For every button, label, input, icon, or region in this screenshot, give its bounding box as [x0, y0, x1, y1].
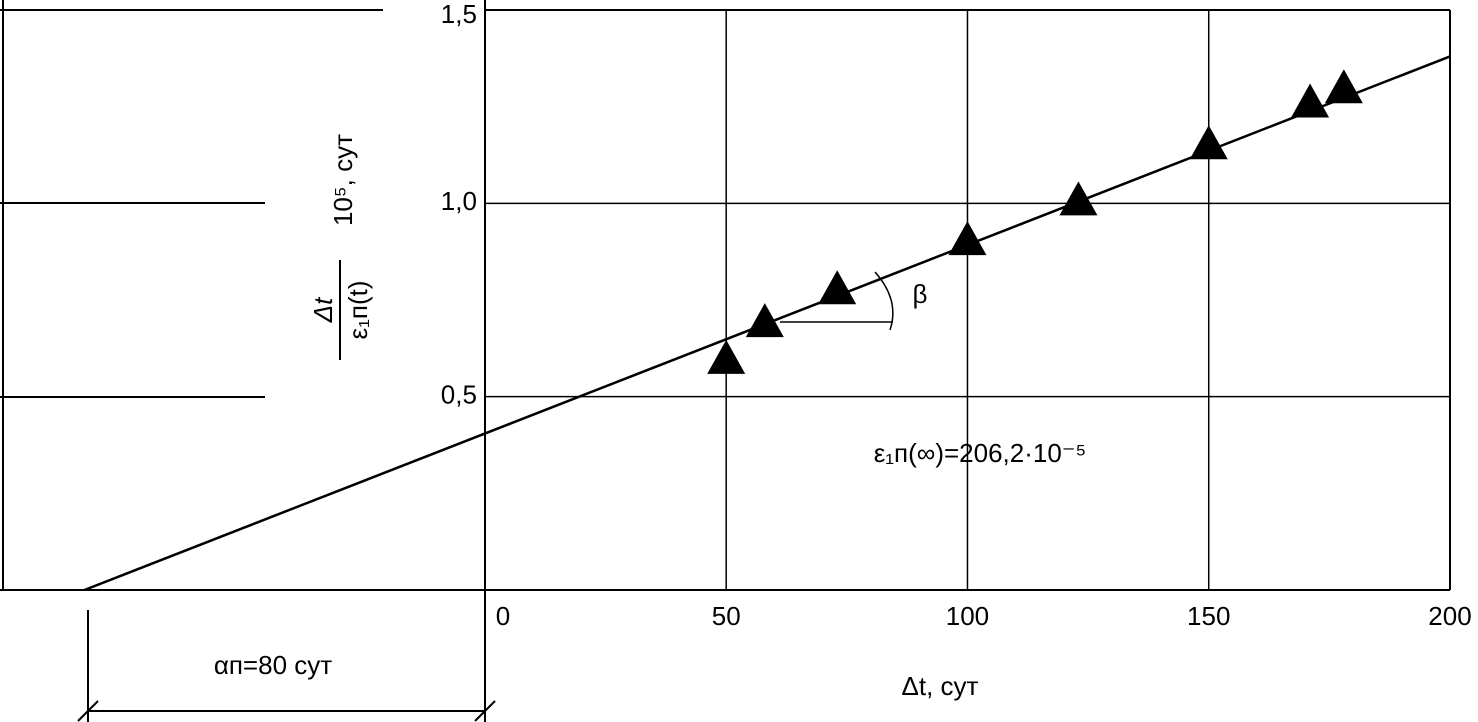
y-axis-label: Δt ε₁п(t) 10⁵, сут	[308, 134, 373, 360]
x-tick-label: 200	[1428, 601, 1471, 631]
triangle-marker	[1059, 181, 1098, 216]
dimension-tick	[474, 700, 496, 722]
x-tick-label: 100	[946, 601, 989, 631]
x-axis-label: Δt, сут	[902, 671, 979, 701]
y-tick-label: 1,5	[441, 0, 477, 29]
alpha-annotation: αп=80 сут	[214, 650, 332, 680]
y-tick-label: 0,5	[441, 380, 477, 410]
x-tick-label: 50	[712, 601, 741, 631]
dimension-tick	[77, 700, 99, 722]
y-label-denominator: ε₁п(t)	[343, 281, 373, 340]
x-tick-label: 0	[496, 601, 510, 631]
triangle-marker	[1291, 83, 1330, 118]
triangle-marker	[1324, 69, 1363, 104]
triangle-marker	[707, 339, 746, 374]
y-tick-label: 1,0	[441, 186, 477, 216]
triangle-marker	[948, 221, 987, 256]
y-label-numerator: Δt	[308, 296, 338, 323]
y-label-factor: 10⁵, сут	[328, 134, 358, 226]
beta-arc	[874, 271, 894, 331]
beta-annotation: β	[913, 279, 928, 309]
triangle-marker	[818, 270, 857, 305]
triangle-marker	[745, 303, 784, 338]
triangle-marker	[1189, 125, 1228, 160]
epsilon-annotation: ε₁п(∞)=206,2·10⁻⁵	[874, 438, 1087, 468]
x-tick-label: 150	[1187, 601, 1230, 631]
